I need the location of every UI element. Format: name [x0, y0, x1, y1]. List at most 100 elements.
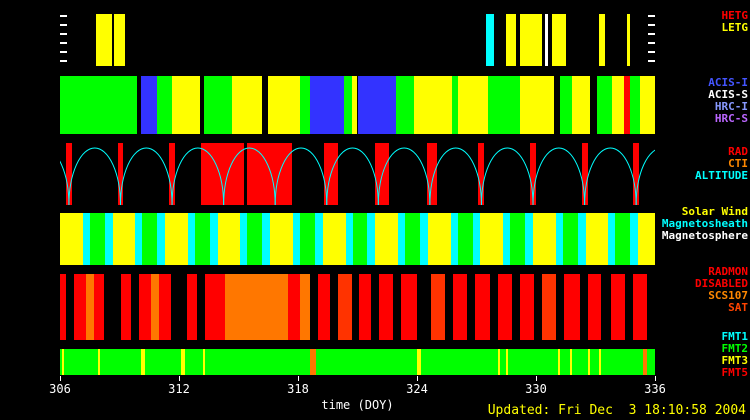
- timeline-segment: [141, 349, 146, 375]
- legend-gratings: HETG LETG: [722, 10, 749, 34]
- timeline-segment: [401, 274, 417, 340]
- timeline-segment: [520, 274, 534, 340]
- timeline-segment: [398, 213, 406, 265]
- timeline-segment: [268, 76, 300, 134]
- timeline-segment: [112, 213, 136, 265]
- altitude-arc: [171, 147, 225, 205]
- band-radmon-events: [60, 274, 655, 340]
- legend-radiation: RAD CTI ALTITUDE: [695, 146, 748, 182]
- timeline-segment: [187, 213, 195, 265]
- timeline-segment: [640, 76, 655, 134]
- timeline-segment: [615, 213, 631, 265]
- timeline-segment: [488, 76, 521, 134]
- legend-label-fmt3: FMT3: [721, 354, 749, 367]
- legend-events: RADMON DISABLED SCS107 SAT: [695, 266, 748, 314]
- timeline-segment: [498, 274, 513, 340]
- timeline-segment: [486, 14, 495, 66]
- timeline-segment: [240, 213, 248, 265]
- altitude-arc: [532, 147, 586, 205]
- legend-label-sat: SAT: [728, 301, 748, 314]
- timeline-segment: [587, 349, 590, 375]
- timeline-segment: [141, 76, 158, 134]
- timeline-segment: [121, 274, 132, 340]
- timeline-segment: [60, 274, 66, 340]
- timeline-segment: [204, 274, 225, 340]
- altitude-arc: [429, 147, 482, 205]
- legend-label-fmt1: FMT1: [721, 330, 749, 343]
- timeline-segment: [599, 349, 602, 375]
- timeline-segment: [247, 213, 263, 265]
- legend-label-fmt2: FMT2: [721, 342, 749, 355]
- radiation-segments: [60, 143, 655, 205]
- timeline-segment: [337, 274, 352, 340]
- regions-segments: [60, 213, 655, 265]
- gratings-segments: [60, 14, 655, 66]
- legend-label-disabled: DISABLED: [695, 277, 748, 290]
- timeline-segment: [417, 349, 421, 375]
- timeline-segment: [85, 274, 94, 340]
- timeline-segment: [157, 213, 166, 265]
- timeline-segment: [498, 349, 501, 375]
- timeline-segment: [299, 213, 315, 265]
- timeline-segment: [506, 14, 517, 66]
- timeline-segment: [194, 213, 210, 265]
- timeline-segment: [60, 213, 83, 265]
- timeline-segment: [612, 76, 625, 134]
- timeline-segment: [630, 76, 641, 134]
- timeline-segment: [345, 213, 353, 265]
- timeline-segment: [200, 143, 245, 205]
- timeline-segment: [169, 143, 176, 205]
- timeline-segment: [180, 349, 185, 375]
- timeline-segment: [82, 213, 90, 265]
- legend-label-rad: RAD: [728, 145, 748, 158]
- updated-timestamp: Updated: Fri Dec 3 18:10:58 2004: [487, 403, 746, 418]
- timeline-segment: [97, 349, 100, 375]
- timeline-segment: [533, 213, 556, 265]
- legend-label-magnetosheath: Magnetosheath: [661, 217, 748, 230]
- x-axis-title: time (DOY): [321, 398, 394, 412]
- timeline-segment: [587, 274, 602, 340]
- timeline-segment: [262, 213, 271, 265]
- timeline-segment: [457, 213, 473, 265]
- timeline-segment: [457, 76, 489, 134]
- timeline-segment: [351, 76, 358, 134]
- timeline-segment: [414, 76, 452, 134]
- timeline-segment: [65, 143, 72, 205]
- timeline-segment: [541, 274, 556, 340]
- timeline-segment: [202, 349, 205, 375]
- timeline-segment: [525, 213, 533, 265]
- axis-tick-label: 318: [287, 382, 309, 396]
- timeline-segment: [231, 76, 263, 134]
- timeline-segment: [203, 76, 232, 134]
- timeline-segment: [117, 143, 124, 205]
- altitude-arc: [584, 147, 637, 205]
- axis-tick: [297, 376, 299, 381]
- timeline-segment: [209, 213, 218, 265]
- timeline-segment: [135, 213, 143, 265]
- timeline-segment: [217, 213, 241, 265]
- timeline-segment: [506, 349, 509, 375]
- events-segments: [60, 274, 655, 340]
- altitude-arcs: [60, 147, 655, 205]
- timeline-segment: [309, 76, 344, 134]
- timeline-segment: [563, 274, 580, 340]
- legend-instruments: ACIS-I ACIS-S HRC-I HRC-S: [708, 77, 748, 125]
- legend-label-solar-wind: Solar Wind: [681, 205, 748, 218]
- timeline-segment: [638, 213, 655, 265]
- timeline-segment: [643, 349, 648, 375]
- timeline-segment: [352, 213, 368, 265]
- timeline-segment: [159, 274, 172, 340]
- timeline-segment: [581, 143, 588, 205]
- timeline-segment: [104, 213, 113, 265]
- altitude-arc: [635, 149, 655, 205]
- legend-label-radmon: RADMON: [708, 265, 748, 278]
- timeline-segment: [450, 213, 458, 265]
- timeline-segment: [317, 274, 330, 340]
- timeline-segment: [555, 213, 563, 265]
- legend-label-altitude: ALTITUDE: [695, 169, 748, 182]
- timeline-segment: [551, 14, 566, 66]
- timeline-segment: [224, 274, 289, 340]
- timeline-segment: [247, 143, 293, 205]
- timeline-segment: [89, 213, 105, 265]
